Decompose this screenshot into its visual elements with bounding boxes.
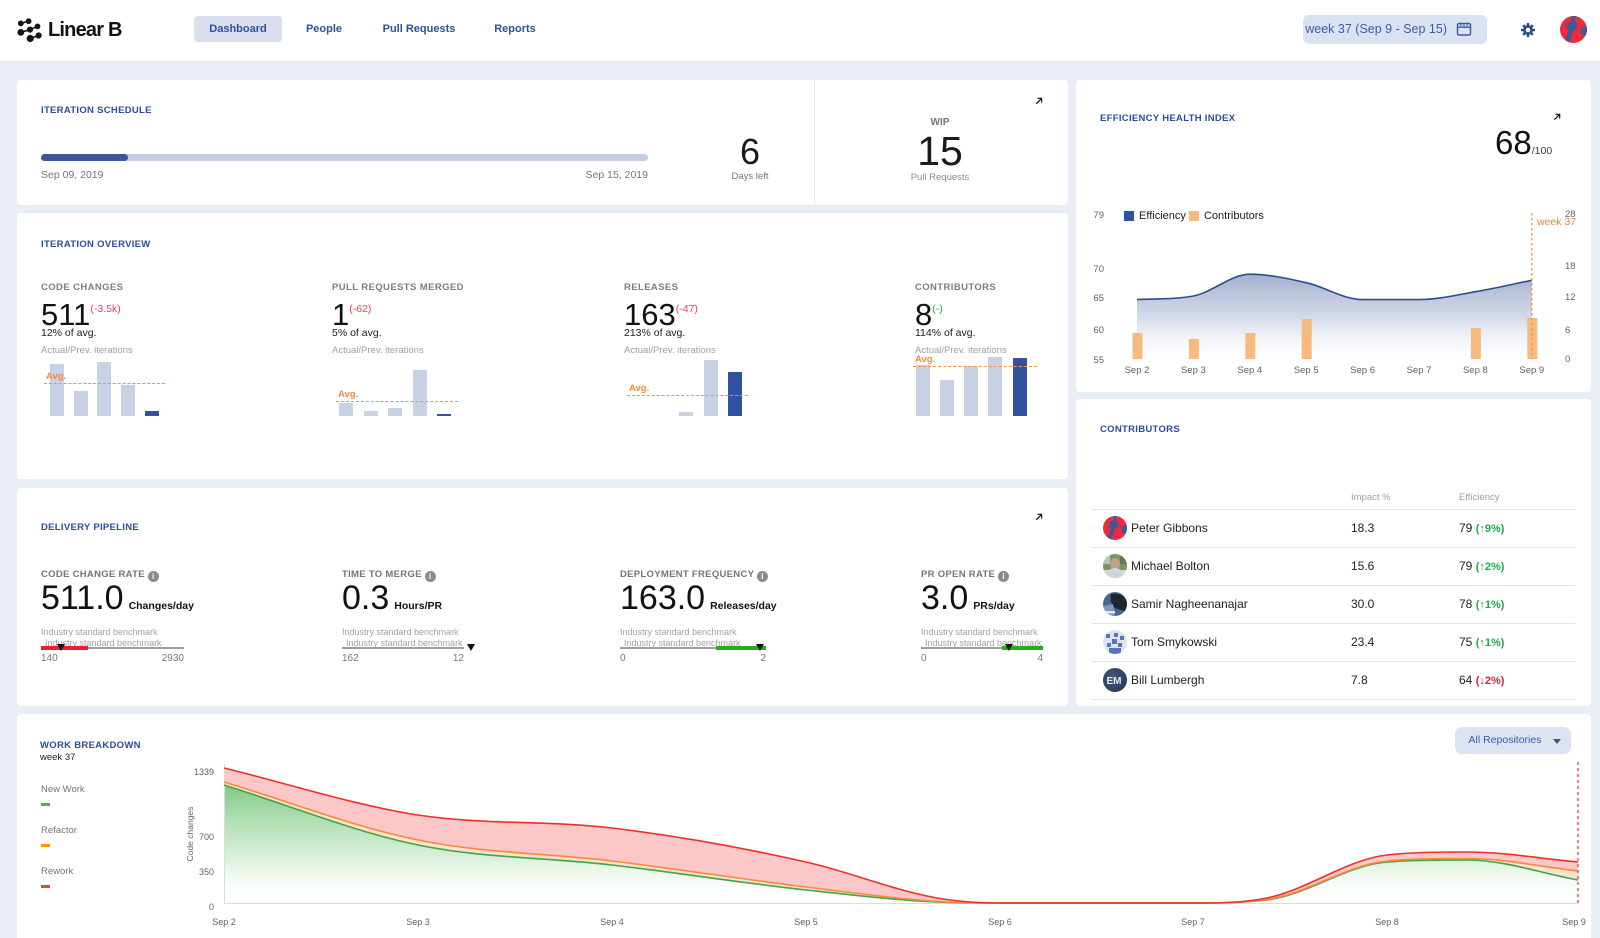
svg-text:EM: EM [1107, 676, 1122, 687]
